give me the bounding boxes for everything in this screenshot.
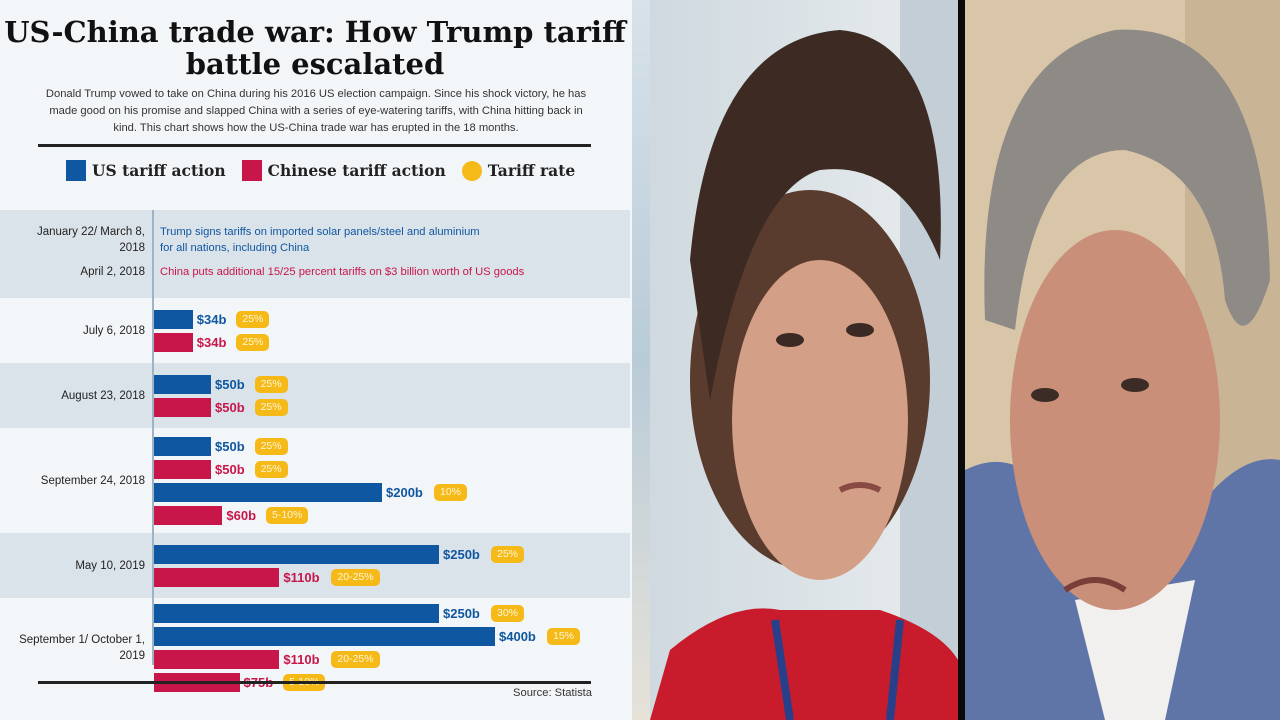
tariff-rate-badge: 25% xyxy=(254,460,288,478)
date-group: August 23, 2018 $50b 25% $50b 25% xyxy=(0,363,630,428)
china-tariff-bar xyxy=(154,650,280,669)
tariff-rate-badge: 10% xyxy=(434,483,468,501)
source: Source: Statista xyxy=(513,687,592,699)
note-text: Trump signs tariffs on imported solar pa… xyxy=(160,226,480,254)
tariff-rate-badge: 20-25% xyxy=(331,651,380,668)
tariff-rate-badge: 25% xyxy=(491,545,525,563)
woman-photo-image xyxy=(650,0,958,720)
us-tariff-bar xyxy=(154,436,211,456)
us-tariff-bar xyxy=(154,309,193,329)
top-divider xyxy=(38,144,591,147)
us-tariff-bar xyxy=(154,374,211,394)
group-date: May 10, 2019 xyxy=(75,559,145,572)
bar-value-label: $400b xyxy=(499,629,536,644)
china-tariff-bar xyxy=(154,505,223,525)
legend-label: US tariff action xyxy=(92,161,226,180)
bottom-divider xyxy=(38,681,591,684)
group-date: July 6, 2018 xyxy=(82,324,145,337)
china-tariff-bar xyxy=(154,332,193,352)
tariff-rate-badge: 20-25% xyxy=(331,568,380,586)
tariff-rate-badge: 25% xyxy=(236,333,270,351)
china-tariff-bar xyxy=(154,397,211,417)
tariff-rate-badge: 15% xyxy=(547,628,581,645)
bar-value-label: $110b xyxy=(283,569,320,585)
legend-rate: Tariff rate xyxy=(461,160,576,181)
bar-value-label: $50b xyxy=(215,376,245,392)
axis-line xyxy=(152,210,154,665)
group-date: August 23, 2018 xyxy=(61,389,145,402)
us-tariff-bar xyxy=(154,604,439,623)
intro-text: Donald Trump vowed to take on China duri… xyxy=(45,88,587,134)
date-group: September 24, 2018 $50b 25% $50b 25% $200b 10%… xyxy=(0,428,630,533)
legend-label: Tariff rate xyxy=(487,161,576,180)
date-group: September 1/ October 1, 2019 $250b 30% $400… xyxy=(0,598,630,698)
bar-value-label: $60b xyxy=(226,507,257,523)
tariff-rate-badge: 5-10% xyxy=(266,506,309,524)
bar-value-label: $250b xyxy=(443,546,480,562)
china-swatch-icon xyxy=(241,160,262,181)
bar-value-label: $110b xyxy=(283,652,320,667)
bar-value-label: $200b xyxy=(386,484,423,500)
china-tariff-bar xyxy=(154,459,211,479)
interview-photo-man xyxy=(965,0,1280,720)
man-photo-image xyxy=(965,0,1280,720)
legend: US tariff action Chinese tariff action T… xyxy=(66,160,575,181)
bar-value-label: $50b xyxy=(215,461,245,477)
infographic-panel: US-China trade war: How Trump tariff bat… xyxy=(0,0,632,720)
us-tariff-bar xyxy=(154,627,495,646)
note-date: April 2, 2018 xyxy=(80,266,145,278)
rate-dot-icon xyxy=(461,160,482,181)
us-tariff-bar xyxy=(154,544,439,564)
bar-value-label: $50b xyxy=(215,399,245,415)
note-date: January 22/ March 8, 2018 xyxy=(36,226,145,254)
china-tariff-bar xyxy=(154,567,280,587)
date-group: July 6, 2018 $34b 25% $34b 25% xyxy=(0,298,630,363)
photo-divider xyxy=(958,0,965,720)
bar-value-label: $34b xyxy=(196,311,227,327)
bar-value-label: $50b xyxy=(215,438,245,454)
group-date: September 24, 2018 xyxy=(40,474,145,487)
us-swatch-icon xyxy=(66,160,86,181)
tariff-rate-badge: 30% xyxy=(491,605,525,622)
date-group: May 10, 2019 $250b 25% $110b 20-25% xyxy=(0,533,630,598)
note-text: China puts additional 15/25 percent tari… xyxy=(160,266,525,278)
tariff-rate-badge: 25% xyxy=(236,310,270,328)
legend-us: US tariff action xyxy=(66,160,226,181)
group-date: September 1/ October 1, 2019 xyxy=(19,634,145,662)
interview-photo-woman xyxy=(650,0,958,720)
tariff-rate-badge: 25% xyxy=(254,375,288,393)
tariff-rate-badge: 25% xyxy=(254,437,288,455)
tariff-rate-badge: 25% xyxy=(254,398,288,416)
chart-title: US-China trade war: How Trump tariff bat… xyxy=(4,15,626,81)
blurred-background xyxy=(632,0,650,720)
bar-value-label: $250b xyxy=(443,606,480,621)
legend-label: Chinese tariff action xyxy=(267,161,446,180)
bar-value-label: $34b xyxy=(196,334,227,350)
us-tariff-bar xyxy=(154,482,382,502)
legend-china: Chinese tariff action xyxy=(241,160,446,181)
notes-band: January 22/ March 8, 2018 Trump signs tar… xyxy=(0,210,630,298)
chart-rows: January 22/ March 8, 2018 Trump signs tar… xyxy=(0,210,630,698)
